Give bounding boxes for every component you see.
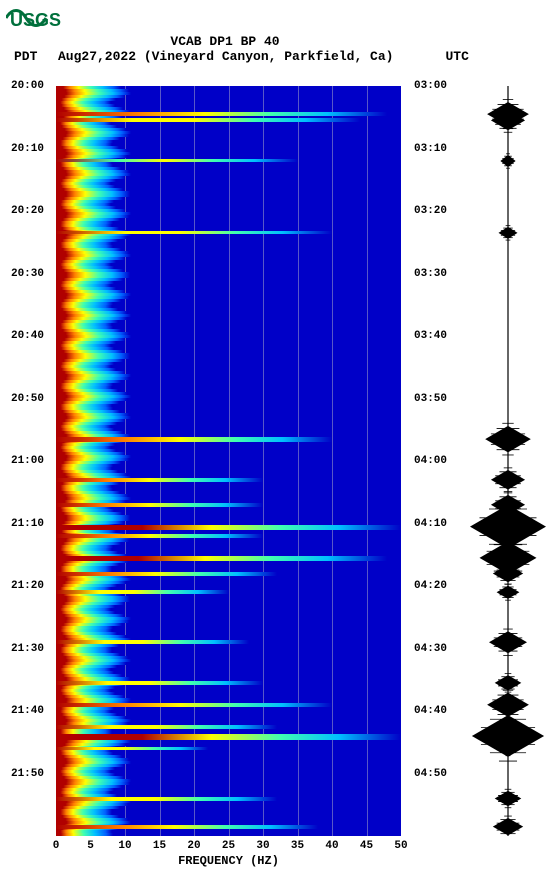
y-right-tick: 04:40 (414, 705, 447, 717)
x-tick: 35 (291, 840, 304, 852)
y-right-tick: 04:30 (414, 643, 447, 655)
svg-text:USGS: USGS (10, 10, 61, 30)
y-axis-utc: 03:0003:1003:2003:3003:4003:5004:0004:10… (408, 86, 458, 836)
y-right-tick: 03:10 (414, 143, 447, 155)
y-left-tick: 20:40 (11, 330, 44, 342)
y-right-tick: 04:10 (414, 518, 447, 530)
pdt-label: PDT (14, 49, 48, 64)
y-right-tick: 04:50 (414, 768, 447, 780)
y-right-tick: 03:50 (414, 393, 447, 405)
x-tick: 45 (360, 840, 373, 852)
header-block: VCAB DP1 BP 40 PDT Aug27,2022 (Vineyard … (0, 34, 552, 64)
y-right-tick: 03:30 (414, 268, 447, 280)
x-tick: 25 (222, 840, 235, 852)
x-tick: 15 (153, 840, 166, 852)
x-tick: 50 (394, 840, 407, 852)
x-tick: 40 (325, 840, 338, 852)
utc-label: UTC (445, 49, 468, 64)
y-left-tick: 20:50 (11, 393, 44, 405)
spectrogram (56, 86, 401, 836)
usgs-logo: USGS (6, 4, 106, 32)
y-left-tick: 21:50 (11, 768, 44, 780)
x-tick: 5 (87, 840, 94, 852)
date-location: Aug27,2022 (Vineyard Canyon, Parkfield, … (58, 49, 393, 64)
x-tick: 10 (118, 840, 131, 852)
y-left-tick: 20:00 (11, 80, 44, 92)
y-right-tick: 03:20 (414, 205, 447, 217)
y-right-tick: 04:20 (414, 580, 447, 592)
y-axis-pdt: 20:0020:1020:2020:3020:4020:5021:0021:10… (0, 86, 50, 836)
y-right-tick: 03:00 (414, 80, 447, 92)
y-left-tick: 21:10 (11, 518, 44, 530)
y-left-tick: 21:20 (11, 580, 44, 592)
seismogram-trace (470, 86, 546, 836)
x-tick: 0 (53, 840, 60, 852)
y-left-tick: 20:30 (11, 268, 44, 280)
station-title: VCAB DP1 BP 40 (10, 34, 440, 49)
plot-area: 20:00 20:10 20:20 20:30 20:40 20:50 21:00 21:10… (0, 72, 552, 862)
y-left-tick: 20:20 (11, 205, 44, 217)
y-left-tick: 21:00 (11, 455, 44, 467)
x-tick: 30 (256, 840, 269, 852)
y-left-tick: 20:10 (11, 143, 44, 155)
x-tick: 20 (187, 840, 200, 852)
y-right-tick: 04:00 (414, 455, 447, 467)
y-left-tick: 21:40 (11, 705, 44, 717)
y-right-tick: 03:40 (414, 330, 447, 342)
x-axis-label: FREQUENCY (HZ) (56, 854, 401, 868)
y-left-tick: 21:30 (11, 643, 44, 655)
